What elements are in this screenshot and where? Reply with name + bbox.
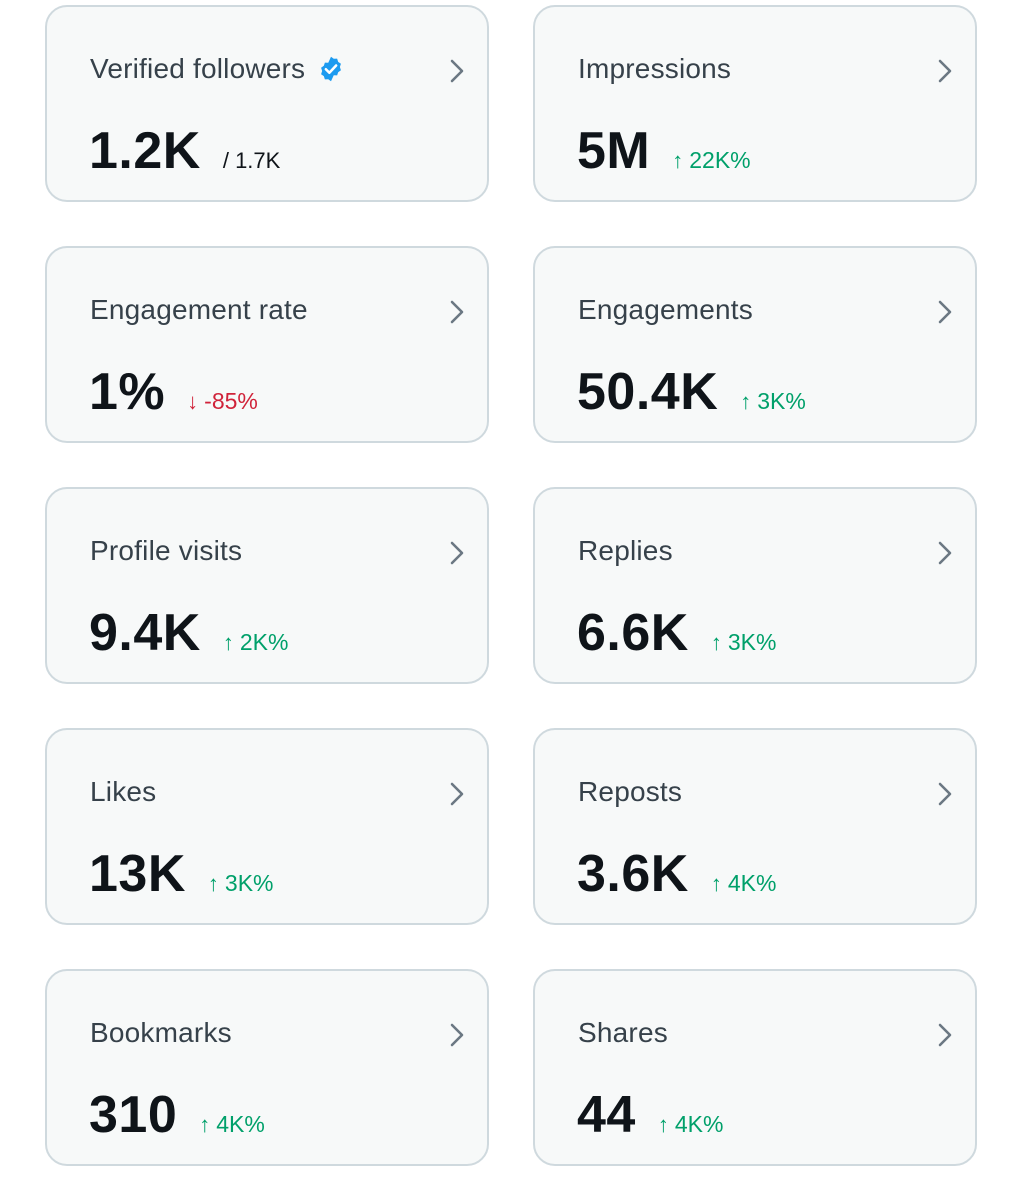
card-label: Shares bbox=[578, 1017, 668, 1048]
verified-badge-icon bbox=[317, 55, 345, 83]
card-label: Likes bbox=[90, 776, 157, 807]
card-engagement-rate[interactable]: Engagement rate 1% ↓ -85% bbox=[45, 246, 489, 443]
arrow-up-icon: ↑ bbox=[672, 148, 684, 173]
card-engagements[interactable]: Engagements 50.4K ↑ 3K% bbox=[533, 246, 977, 443]
card-likes[interactable]: Likes 13K ↑ 3K% bbox=[45, 728, 489, 925]
card-change: ↑ 4K% bbox=[711, 870, 777, 897]
card-label: Replies bbox=[578, 535, 673, 566]
chevron-right-icon[interactable] bbox=[447, 298, 467, 326]
card-change: ↑ 3K% bbox=[740, 388, 806, 415]
card-profile-visits[interactable]: Profile visits 9.4K ↑ 2K% bbox=[45, 487, 489, 684]
chevron-right-icon[interactable] bbox=[935, 298, 955, 326]
card-value: 3.6K bbox=[577, 845, 689, 903]
card-value: 1.2K bbox=[89, 122, 201, 180]
change-value: 4K% bbox=[727, 870, 777, 896]
change-value: 4K% bbox=[674, 1111, 724, 1137]
arrow-up-icon: ↑ bbox=[199, 1112, 211, 1137]
card-value: 310 bbox=[89, 1086, 178, 1144]
card-value-row: 1.2K / 1.7K bbox=[89, 119, 280, 183]
card-header: Bookmarks bbox=[90, 1017, 232, 1049]
card-value: 50.4K bbox=[577, 363, 719, 421]
chevron-right-icon[interactable] bbox=[935, 1021, 955, 1049]
change-value: -85% bbox=[204, 388, 258, 414]
card-header: Impressions bbox=[578, 53, 731, 85]
card-replies[interactable]: Replies 6.6K ↑ 3K% bbox=[533, 487, 977, 684]
card-value-row: 3.6K ↑ 4K% bbox=[577, 842, 776, 906]
card-reposts[interactable]: Reposts 3.6K ↑ 4K% bbox=[533, 728, 977, 925]
change-value: 3K% bbox=[757, 388, 806, 414]
card-value-row: 6.6K ↑ 3K% bbox=[577, 601, 776, 665]
card-header: Engagement rate bbox=[90, 294, 308, 326]
card-label: Bookmarks bbox=[90, 1017, 232, 1048]
card-label: Verified followers bbox=[90, 53, 306, 84]
chevron-right-icon[interactable] bbox=[447, 539, 467, 567]
card-label: Engagement rate bbox=[90, 294, 308, 325]
change-value: 3K% bbox=[727, 629, 777, 655]
card-change: ↑ 2K% bbox=[223, 629, 289, 656]
card-impressions[interactable]: Impressions 5M ↑ 22K% bbox=[533, 5, 977, 202]
card-change: ↓ -85% bbox=[187, 388, 258, 415]
card-value-row: 5M ↑ 22K% bbox=[577, 119, 751, 183]
arrow-up-icon: ↑ bbox=[710, 630, 722, 655]
card-verified-followers[interactable]: Verified followers 1.2K / 1.7K bbox=[45, 5, 489, 202]
change-value: 22K% bbox=[689, 147, 751, 173]
card-header: Verified followers bbox=[90, 53, 345, 85]
card-header: Replies bbox=[578, 535, 673, 567]
card-header: Likes bbox=[90, 776, 156, 808]
card-change: ↑ 3K% bbox=[711, 629, 777, 656]
change-value: 4K% bbox=[216, 1111, 265, 1137]
chevron-right-icon[interactable] bbox=[935, 539, 955, 567]
card-value-row: 13K ↑ 3K% bbox=[89, 842, 274, 906]
card-value-row: 50.4K ↑ 3K% bbox=[577, 360, 806, 424]
card-label: Reposts bbox=[578, 776, 683, 807]
change-value: 2K% bbox=[239, 629, 289, 655]
card-header: Engagements bbox=[578, 294, 753, 326]
card-change: ↑ 4K% bbox=[199, 1111, 265, 1138]
analytics-grid: Verified followers 1.2K / 1.7K Impressio… bbox=[45, 5, 977, 1166]
card-value: 5M bbox=[577, 122, 651, 180]
card-value: 44 bbox=[577, 1086, 636, 1144]
arrow-up-icon: ↑ bbox=[710, 871, 722, 896]
arrow-up-icon: ↑ bbox=[207, 871, 219, 896]
card-label: Engagements bbox=[578, 294, 753, 325]
arrow-down-icon: ↓ bbox=[187, 389, 199, 414]
chevron-right-icon[interactable] bbox=[935, 780, 955, 808]
card-change: ↑ 22K% bbox=[672, 147, 750, 174]
card-label: Profile visits bbox=[90, 535, 243, 566]
chevron-right-icon[interactable] bbox=[447, 780, 467, 808]
card-value-row: 9.4K ↑ 2K% bbox=[89, 601, 288, 665]
chevron-right-icon[interactable] bbox=[447, 57, 467, 85]
card-header: Reposts bbox=[578, 776, 682, 808]
card-value: 1% bbox=[89, 363, 166, 421]
chevron-right-icon[interactable] bbox=[935, 57, 955, 85]
arrow-up-icon: ↑ bbox=[740, 389, 752, 414]
card-value-row: 44 ↑ 4K% bbox=[577, 1083, 723, 1147]
change-value: 3K% bbox=[224, 870, 274, 896]
card-total: / 1.7K bbox=[222, 148, 281, 173]
card-header: Profile visits bbox=[90, 535, 242, 567]
card-shares[interactable]: Shares 44 ↑ 4K% bbox=[533, 969, 977, 1166]
card-bookmarks[interactable]: Bookmarks 310 ↑ 4K% bbox=[45, 969, 489, 1166]
card-value: 13K bbox=[89, 845, 186, 903]
arrow-up-icon: ↑ bbox=[657, 1112, 669, 1137]
card-change: ↑ 3K% bbox=[208, 870, 274, 897]
chevron-right-icon[interactable] bbox=[447, 1021, 467, 1049]
card-value: 9.4K bbox=[89, 604, 201, 662]
card-header: Shares bbox=[578, 1017, 668, 1049]
card-value-row: 1% ↓ -85% bbox=[89, 360, 258, 424]
card-change: ↑ 4K% bbox=[658, 1111, 724, 1138]
card-value-row: 310 ↑ 4K% bbox=[89, 1083, 265, 1147]
card-value: 6.6K bbox=[577, 604, 689, 662]
card-label: Impressions bbox=[578, 53, 732, 84]
arrow-up-icon: ↑ bbox=[222, 630, 234, 655]
